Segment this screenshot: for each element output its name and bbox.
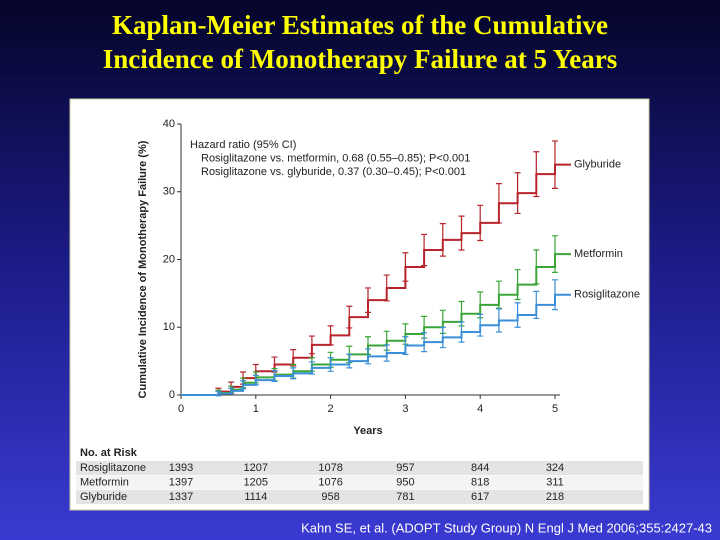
x-tick-label: 3 [402,403,408,415]
risk-row-bg [76,490,643,504]
y-tick-label: 40 [163,118,175,130]
x-tick-label: 0 [178,403,184,415]
risk-count: 311 [546,476,564,488]
error-bar [271,370,278,383]
error-bar [421,233,428,267]
error-bar [252,374,259,386]
error-bar [215,391,222,397]
y-tick-label: 20 [163,253,175,265]
x-axis-label: Years [353,425,382,437]
error-bar [402,336,409,355]
error-bar [421,332,428,353]
risk-count: 1205 [244,476,268,488]
risk-count: 844 [471,462,489,474]
error-bar [477,204,484,242]
error-bar [402,252,409,282]
slide-title: Incidence of Monotherapy Failure at 5 Ye… [103,44,617,74]
error-bar [439,326,446,349]
risk-count: 1207 [244,462,268,474]
y-tick-label: 0 [169,389,175,401]
risk-count: 1076 [318,476,342,488]
x-tick-label: 4 [477,403,483,415]
citation: Kahn SE, et al. (ADOPT Study Group) N En… [301,520,712,535]
risk-count: 950 [396,476,414,488]
error-bar [365,287,371,313]
risk-row-bg [76,475,643,490]
error-bar [383,344,390,362]
error-bar [308,361,315,375]
error-bar [383,274,390,302]
risk-row-name: Glyburide [80,491,127,503]
annotation: Hazard ratio (95% CI) [190,139,296,151]
error-bar [514,269,521,301]
annotation: Rosiglitazone vs. metformin, 0.68 (0.55–… [201,152,470,164]
x-tick-label: 2 [328,403,334,415]
x-tick-label: 5 [552,403,558,415]
risk-row-name: Metformin [80,476,129,488]
error-bar [533,290,540,320]
risk-count: 1337 [169,491,193,503]
error-bar [514,302,521,328]
error-bar [458,215,465,251]
risk-count: 958 [321,491,339,503]
error-bar [477,313,484,337]
error-bar [495,280,502,309]
error-bar [533,151,540,198]
risk-count: 1114 [244,491,267,503]
legend-label: Glyburide [574,159,621,171]
risk-count: 1078 [318,462,342,474]
error-bar [346,305,353,329]
error-bar [308,335,315,355]
error-bar [327,325,334,346]
risk-row-name: Rosiglitazone [80,462,146,474]
error-bar [228,387,235,395]
risk-table-title: No. at Risk [80,447,138,459]
x-tick-label: 1 [253,403,259,415]
risk-row-bg [76,461,643,475]
error-bar [458,321,465,343]
y-axis-label: Cumulative Incidence of Monotherapy Fail… [137,140,149,398]
error-bar [495,308,502,333]
y-tick-label: 30 [163,186,175,198]
error-bar [514,172,521,215]
risk-count: 957 [396,462,414,474]
error-bar [327,357,334,372]
legend-label: Metformin [574,248,623,260]
error-bar [533,249,540,285]
slide-title: Kaplan-Meier Estimates of the Cumulative [112,10,608,40]
error-bar [552,140,558,189]
error-bar [439,222,446,257]
error-bar [552,279,558,311]
risk-count: 218 [546,491,564,503]
risk-count: 1393 [169,462,193,474]
risk-count: 781 [396,491,414,503]
y-tick-label: 10 [163,321,175,333]
error-bar [290,367,297,380]
annotation: Rosiglitazone vs. glyburide, 0.37 (0.30–… [201,166,466,178]
error-bar [552,235,558,273]
risk-count: 818 [471,476,489,488]
legend-label: Rosiglitazone [574,289,640,301]
risk-count: 617 [471,491,489,503]
error-bar [495,183,502,224]
error-bar [240,380,247,390]
error-bar [346,353,353,369]
risk-count: 324 [546,462,564,474]
error-bar [365,348,371,365]
risk-count: 1397 [169,476,193,488]
